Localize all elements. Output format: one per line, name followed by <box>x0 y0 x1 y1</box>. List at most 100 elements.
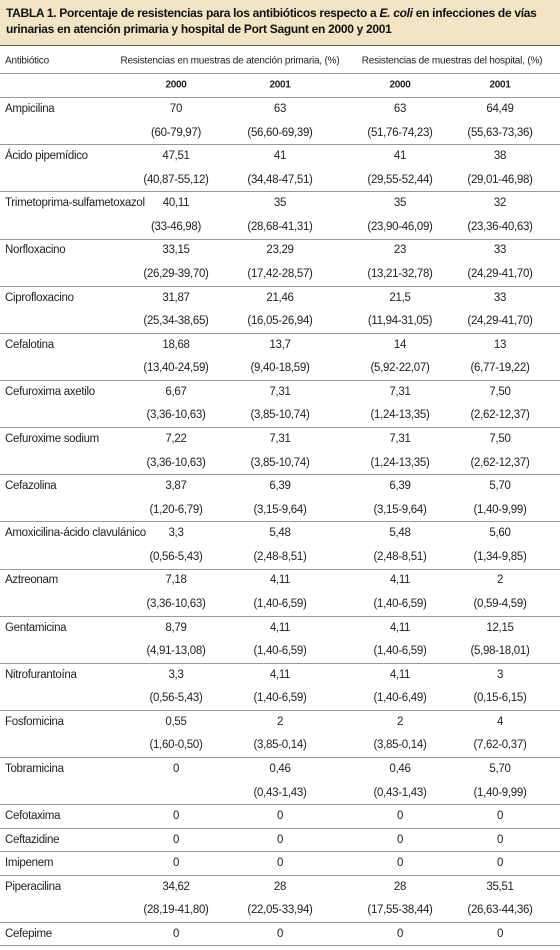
resistance-value: 32 <box>493 197 507 210</box>
resistance-value: 33 <box>493 291 507 304</box>
confidence-interval: (3,85-10,74) <box>250 456 310 469</box>
header-hospital: Resistencias de muestras del hospital, (… <box>361 55 543 67</box>
resistance-value: 0 <box>276 833 284 846</box>
row-separator <box>0 804 560 805</box>
resistance-value: 6,39 <box>269 480 291 493</box>
resistance-value: 2 <box>496 574 504 587</box>
confidence-interval: (60-79,97) <box>150 126 202 139</box>
resistance-value: 63 <box>273 103 287 115</box>
antibiotic-name: Fosfomicina <box>5 715 64 728</box>
row-separator <box>0 945 560 946</box>
confidence-interval: (3,15-9,64) <box>373 503 427 516</box>
resistance-value: 4,11 <box>389 668 411 681</box>
resistance-value: 5,70 <box>489 762 511 775</box>
confidence-interval: (3,85-10,74) <box>250 409 310 422</box>
resistance-value: 70 <box>169 103 183 115</box>
confidence-interval: (2,48-8,51) <box>373 550 427 563</box>
antibiotic-name: Tobramicina <box>5 762 64 775</box>
resistance-value: 4,11 <box>389 621 411 634</box>
resistance-value: 3 <box>496 668 504 681</box>
resistance-value: 63 <box>393 103 407 115</box>
confidence-interval: (3,85-0,14) <box>373 739 427 752</box>
antibiotic-name: Cefuroxima axetilo <box>5 385 95 398</box>
resistance-value: 35 <box>393 197 407 210</box>
confidence-interval: (1,60-0,50) <box>149 739 203 752</box>
confidence-interval: (2,62-12,37) <box>470 409 530 422</box>
resistance-value: 0 <box>396 810 404 823</box>
resistance-value: 7,31 <box>269 385 291 398</box>
confidence-interval: (24,29-41,70) <box>467 315 533 328</box>
resistance-value: 7,50 <box>489 385 511 398</box>
confidence-interval: (17,42-28,57) <box>247 267 313 280</box>
confidence-interval: (1,40-6,59) <box>253 645 307 658</box>
confidence-interval: (17,55-38,44) <box>367 904 433 917</box>
resistance-value: 5,48 <box>389 527 411 540</box>
resistance-value: 33,15 <box>162 244 190 257</box>
confidence-interval: (0,56-5,43) <box>149 692 203 705</box>
row-separator <box>0 286 560 287</box>
confidence-interval: (1,40-9,99) <box>473 503 527 516</box>
confidence-interval: (29,55-52,44) <box>367 173 433 186</box>
confidence-interval: (29,01-46,98) <box>467 173 533 186</box>
confidence-interval: (23,90-46,09) <box>367 220 433 233</box>
resistance-value: 41 <box>393 150 407 163</box>
resistance-value: 6,67 <box>165 385 187 398</box>
confidence-interval: (26,63-44,36) <box>467 904 533 917</box>
resistance-value: 35 <box>273 197 287 210</box>
confidence-interval: (1,40-6,59) <box>253 692 307 705</box>
resistance-value: 0 <box>172 833 180 846</box>
resistance-value: 21,5 <box>389 291 411 304</box>
antibiotic-name: Cefepime <box>5 927 52 940</box>
resistance-value: 13 <box>493 338 507 351</box>
row-separator <box>0 851 560 852</box>
resistance-value: 6,39 <box>389 480 411 493</box>
row-separator <box>0 828 560 829</box>
resistance-value: 4 <box>496 715 504 728</box>
resistance-value: 7,31 <box>269 432 291 445</box>
resistance-value: 0 <box>172 927 180 940</box>
confidence-interval: (34,48-47,51) <box>247 173 313 186</box>
resistance-value: 8,79 <box>165 621 187 634</box>
confidence-interval: (0,56-5,43) <box>149 550 203 563</box>
confidence-interval: (7,62-0,37) <box>473 739 527 752</box>
confidence-interval: (3,36-10,63) <box>146 409 206 422</box>
confidence-interval: (0,43-1,43) <box>253 786 307 799</box>
antibiotic-name: Aztreonam <box>5 574 58 587</box>
confidence-interval: (2,62-12,37) <box>470 456 530 469</box>
resistance-value: 0 <box>496 927 504 940</box>
confidence-interval: (13,21-32,78) <box>367 267 433 280</box>
confidence-interval: (1,40-6,59) <box>253 597 307 610</box>
resistance-value: 12,15 <box>486 621 514 634</box>
year-header: 2001 <box>269 79 291 91</box>
confidence-interval: (1,40-6,49) <box>373 692 427 705</box>
confidence-interval: (5,98-18,01) <box>470 645 530 658</box>
confidence-interval: (1,24-13,35) <box>370 409 430 422</box>
confidence-interval: (1,40-9,99) <box>473 786 527 799</box>
resistance-value: 47,51 <box>162 150 190 163</box>
resistance-value: 41 <box>273 150 287 163</box>
resistance-value: 23 <box>393 244 407 257</box>
confidence-interval: (33-46,98) <box>150 220 202 233</box>
resistance-value: 7,50 <box>489 432 511 445</box>
resistance-value: 3,3 <box>168 527 184 540</box>
resistance-value: 0 <box>172 762 180 775</box>
resistance-value: 4,11 <box>269 621 291 634</box>
antibiotic-name: Piperacilina <box>5 880 61 893</box>
row-separator <box>0 333 560 334</box>
antibiotic-name: Imipenem <box>5 857 54 870</box>
resistance-value: 18,68 <box>162 338 190 351</box>
confidence-interval: (25,34-38,65) <box>143 315 209 328</box>
resistance-value: 28 <box>273 880 287 893</box>
confidence-interval: (1,34-9,85) <box>473 550 527 563</box>
resistance-value: 0 <box>496 857 504 870</box>
antibiotic-name: Ceftazidine <box>5 833 60 846</box>
row-separator <box>0 569 560 570</box>
resistance-value: 4,11 <box>389 574 411 587</box>
resistance-value: 7,31 <box>389 385 411 398</box>
row-separator <box>0 73 560 74</box>
confidence-interval: (2,48-8,51) <box>253 550 307 563</box>
row-separator <box>0 875 560 876</box>
resistance-value: 34,62 <box>162 880 190 893</box>
antibiotic-name: Amoxicilina-ácido clavulánico <box>5 527 146 540</box>
resistance-value: 0,46 <box>389 762 411 775</box>
